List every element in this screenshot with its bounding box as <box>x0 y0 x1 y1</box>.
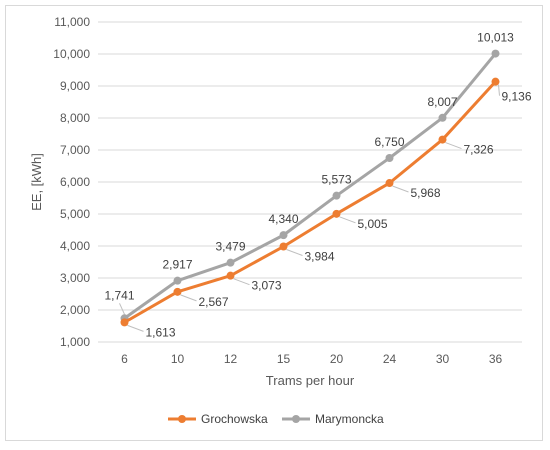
y-tick-label: 4,000 <box>60 239 90 253</box>
data-label: 7,326 <box>464 143 494 157</box>
data-point <box>226 258 235 267</box>
y-tick-label: 2,000 <box>60 303 90 317</box>
y-tick-label: 6,000 <box>60 175 90 189</box>
legend-label: Grochowska <box>201 412 268 426</box>
data-point <box>173 287 182 296</box>
x-tick-label: 30 <box>436 352 450 366</box>
data-point <box>226 271 235 280</box>
data-point <box>332 191 341 200</box>
data-point <box>120 318 129 327</box>
x-tick-label: 15 <box>277 352 291 366</box>
data-label: 4,340 <box>268 212 298 226</box>
x-tick-label: 6 <box>121 352 128 366</box>
data-point <box>438 113 447 122</box>
label-leader <box>392 185 409 193</box>
data-point <box>332 209 341 218</box>
data-labels: 1,613 2,567 3,073 3,984 5,005 5,968 7,326 9,136… <box>104 31 531 340</box>
data-label: 1,613 <box>146 325 176 339</box>
label-leader <box>286 249 303 256</box>
data-point <box>385 179 394 188</box>
y-tick-label: 3,000 <box>60 271 90 285</box>
label-leader <box>445 142 462 150</box>
y-tick-labels: 1,000 2,000 3,000 4,000 5,000 6,000 7,000 8,000… <box>53 15 90 349</box>
data-label: 5,005 <box>358 217 388 231</box>
legend: Grochowska Marymoncka <box>168 412 384 426</box>
series-line <box>123 80 497 324</box>
series-lines <box>120 49 500 327</box>
y-axis-title: EE, [kWh] <box>29 153 44 211</box>
x-axis-title: Trams per hour <box>266 373 355 388</box>
y-tick-label: 10,000 <box>53 47 90 61</box>
legend-swatch-marker <box>292 415 300 423</box>
label-leader <box>498 84 500 96</box>
data-label: 1,741 <box>104 288 134 302</box>
label-leader <box>233 278 250 286</box>
x-tick-label: 24 <box>383 352 397 366</box>
series-line <box>123 52 497 320</box>
y-tick-label: 9,000 <box>60 79 90 93</box>
legend-label: Marymoncka <box>315 412 384 426</box>
label-leader <box>127 324 144 332</box>
data-label: 2,567 <box>199 295 229 309</box>
data-label: 5,968 <box>411 186 441 200</box>
y-tick-label: 11,000 <box>54 15 90 29</box>
label-leader <box>339 216 356 224</box>
label-leader-lines <box>119 84 500 332</box>
x-tick-label: 20 <box>330 352 344 366</box>
x-tick-labels: 6 10 12 15 20 24 30 36 <box>121 352 502 366</box>
x-tick-label: 12 <box>224 352 238 366</box>
data-label: 8,007 <box>427 95 457 109</box>
data-label: 10,013 <box>477 31 514 45</box>
y-tick-label: 1,000 <box>60 335 90 349</box>
data-point <box>173 276 182 285</box>
label-leader <box>119 303 125 315</box>
y-tick-label: 5,000 <box>60 207 90 221</box>
data-label: 3,984 <box>305 250 335 264</box>
data-point <box>438 135 447 144</box>
x-tick-label: 10 <box>171 352 185 366</box>
y-tick-label: 7,000 <box>60 143 90 157</box>
chart-frame <box>5 5 543 441</box>
data-point <box>491 49 500 58</box>
data-label: 3,073 <box>252 279 282 293</box>
data-label: 3,479 <box>215 240 245 254</box>
data-label: 6,750 <box>374 135 404 149</box>
label-leader <box>180 294 197 302</box>
data-label: 5,573 <box>321 173 351 187</box>
data-label: 2,917 <box>162 258 192 272</box>
x-tick-label: 36 <box>489 352 503 366</box>
data-point <box>385 154 394 162</box>
gridlines <box>98 21 522 343</box>
data-point <box>279 242 288 251</box>
data-label: 9,136 <box>502 90 532 104</box>
legend-swatch-marker <box>178 415 186 423</box>
y-tick-label: 8,000 <box>60 111 90 125</box>
data-point <box>279 231 288 240</box>
data-point <box>491 77 500 86</box>
